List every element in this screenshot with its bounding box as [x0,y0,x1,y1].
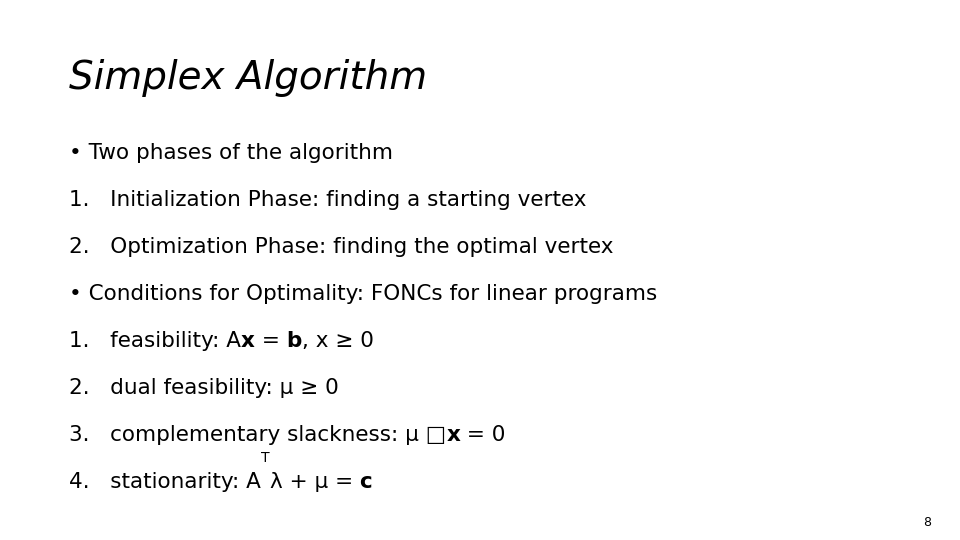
Text: 3.   complementary slackness: μ □: 3. complementary slackness: μ □ [69,425,446,445]
Text: 1.   Initialization Phase: finding a starting vertex: 1. Initialization Phase: finding a start… [69,190,587,210]
Text: =: = [255,331,287,351]
Text: • Conditions for Optimality: FONCs for linear programs: • Conditions for Optimality: FONCs for l… [69,284,658,304]
Text: c: c [360,472,372,492]
Text: T: T [261,451,270,465]
Text: , x ≥ 0: , x ≥ 0 [302,331,374,351]
Text: 2.   dual feasibility: μ ≥ 0: 2. dual feasibility: μ ≥ 0 [69,378,339,398]
Text: x: x [446,425,460,445]
Text: • Two phases of the algorithm: • Two phases of the algorithm [69,143,394,163]
Text: x: x [241,331,255,351]
Text: 1.   feasibility: A: 1. feasibility: A [69,331,241,351]
Text: 4.   stationarity: A: 4. stationarity: A [69,472,261,492]
Text: b: b [287,331,302,351]
Text: 8: 8 [924,516,931,529]
Text: Simplex Algorithm: Simplex Algorithm [69,59,427,97]
Text: 2.   Optimization Phase: finding the optimal vertex: 2. Optimization Phase: finding the optim… [69,237,613,257]
Text: = 0: = 0 [460,425,506,445]
Text: λ + μ =: λ + μ = [270,472,360,492]
